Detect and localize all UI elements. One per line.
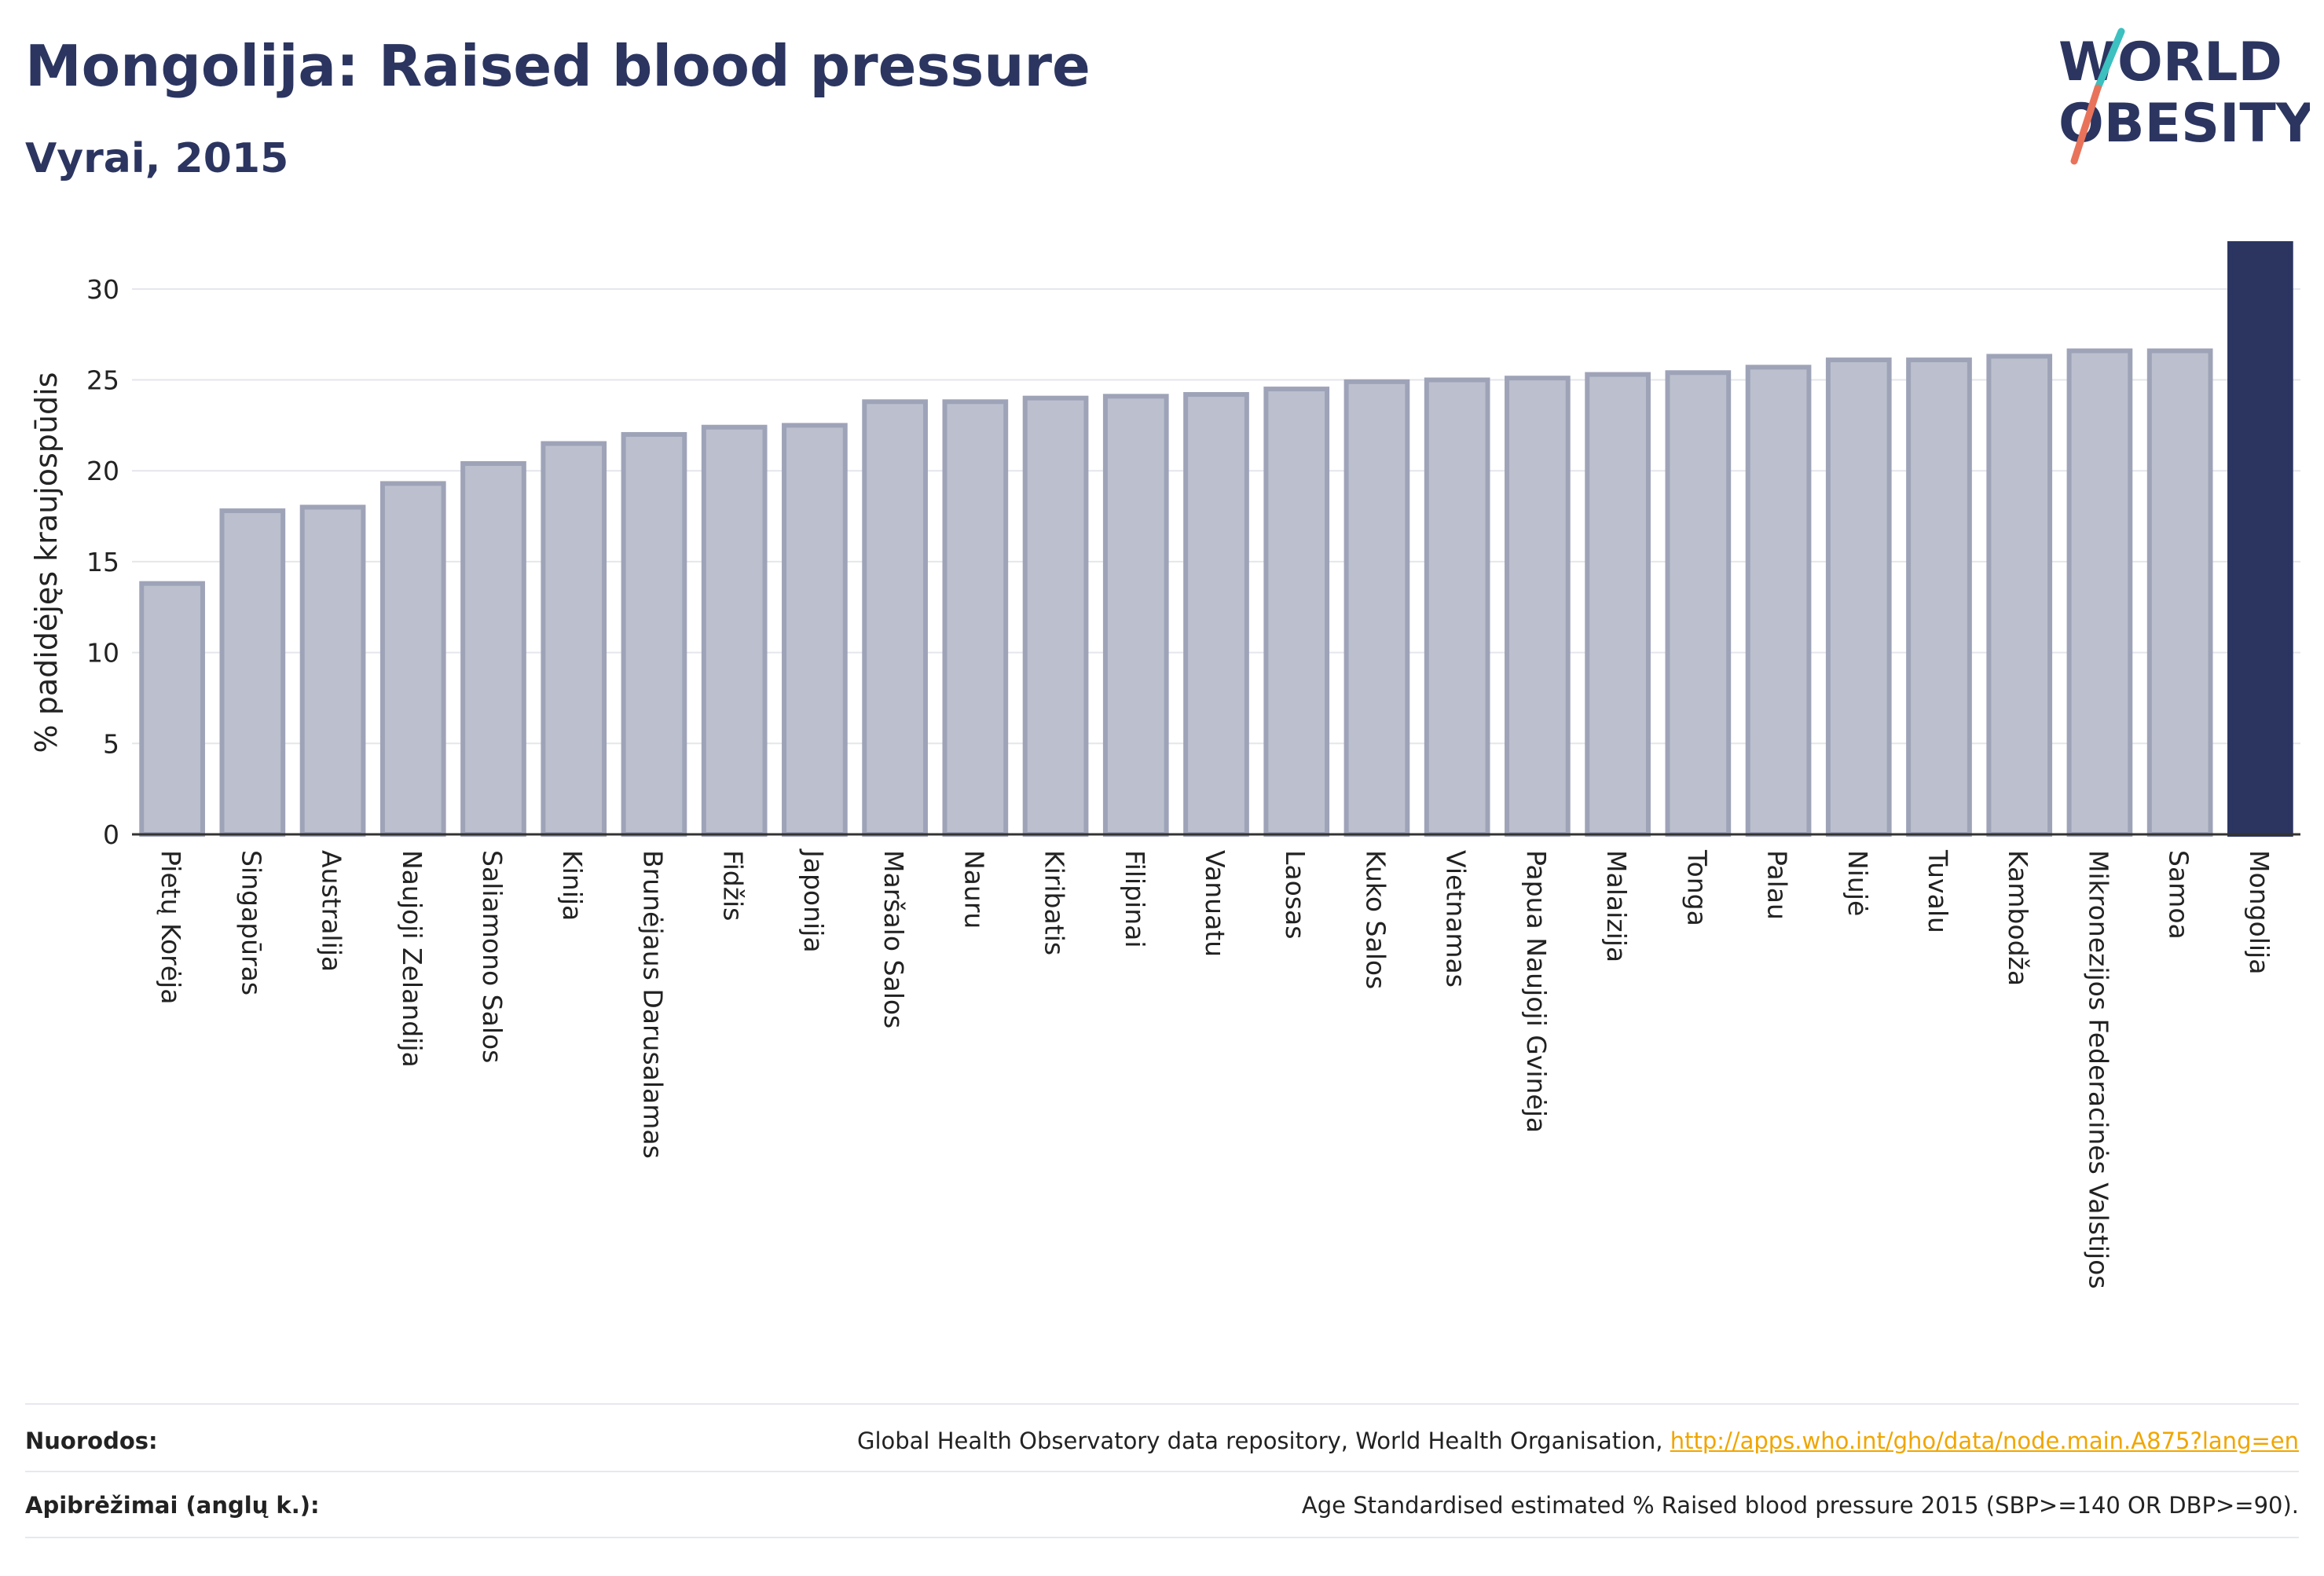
y-tick-label: 15 [86,547,119,577]
bar [299,504,366,837]
x-tick-label: Laosas [1280,850,1310,939]
x-tick-label: Singapūras [236,850,266,995]
bar [460,460,526,837]
references-label: Nuorodos: [25,1428,158,1454]
x-tick-label: Samoa [2164,850,2194,940]
bar [1505,376,1571,837]
bar [1263,387,1330,837]
bar [1906,357,1972,837]
x-axis-labels: Pietų Korėja Singapūras Australija Naujoji … [156,848,2275,1289]
x-tick-label: Saliamono Salos [477,850,508,1063]
x-tick-label: Vanuatu [1200,850,1230,957]
x-tick-label: Kuko Salos [1360,850,1391,989]
bar [1986,354,2053,837]
x-tick-label: Kinija [557,850,588,921]
y-tick-label: 0 [103,819,119,850]
y-tick-label: 5 [103,728,119,759]
x-tick-label: Maršalo Salos [878,850,909,1028]
x-tick-label: Malaizija [1601,850,1632,962]
bar-chart: 0 5 10 15 20 25 30 Pietų Korėja Singapūras Austr… [29,241,2300,1289]
references-text: Global Health Observatory data repositor… [856,1428,1670,1454]
x-tick-label: Tonga [1681,849,1712,926]
x-tick-label: Kiribatis [1039,850,1070,955]
x-tick-label: Australija [317,850,347,972]
x-tick-label: Palau [1762,850,1793,920]
bar [621,431,687,837]
bar [1183,392,1249,837]
y-tick-label: 25 [86,365,119,396]
references-value: Global Health Observatory data repositor… [857,1428,2299,1454]
footer-references-row: Nuorodos: Global Health Observatory data… [25,1409,2299,1472]
x-tick-label: Brunėjaus Darusalamas [637,850,668,1159]
bar [1585,372,1651,837]
x-tick-label: Nauru [959,850,989,929]
references-link[interactable]: http://apps.who.int/gho/data/node.main.A… [1670,1428,2299,1454]
bars [139,241,2293,837]
bar [1424,377,1490,837]
logo-slash-coral [2070,84,2102,165]
x-tick-label: Tuvalu [1923,849,1953,933]
y-axis-label: % padidėjęs kraujospūdis [29,372,64,753]
x-tick-label: Papua Naujoji Gvinėja [1521,850,1552,1133]
definitions-label: Apibrėžimai (anglų k.): [25,1492,320,1519]
chart-subtitle: Vyrai, 2015 [25,135,289,182]
x-tick-label: Mongolija [2244,850,2275,974]
bar [701,424,768,837]
world-obesity-logo: WORLD OBESITY [2058,27,2310,165]
bar [782,423,848,837]
bar [1745,365,1812,837]
x-tick-label: Fidžis [718,850,749,921]
bar [1102,394,1169,837]
x-tick-label: Niujė [1842,850,1873,916]
y-tick-label: 10 [86,638,119,669]
x-tick-label: Kambodža [2003,850,2033,986]
footer-divider-middle [25,1471,2299,1472]
chart-title: Mongolija: Raised blood pressure [25,33,1091,99]
x-tick-label: Mikronezijos Federacinės Valstijos [2083,850,2113,1289]
bar [2066,348,2133,837]
bar [2227,241,2293,837]
footer-definitions-row: Apibrėžimai (anglų k.): Age Standardised… [25,1474,2299,1537]
bar [942,399,1009,837]
definitions-text: Age Standardised estimated % Raised bloo… [1301,1492,2299,1519]
bar [219,508,286,837]
bar [1665,370,1732,837]
bar [541,441,607,837]
bar [139,581,205,837]
y-tick-label: 20 [86,456,119,486]
bar [1343,379,1410,837]
bar [1825,357,1892,837]
y-axis-ticks: 0 5 10 15 20 25 30 [86,274,119,850]
footer-divider-bottom [25,1537,2299,1538]
bar [1022,395,1089,837]
logo-line-2: OBESITY [2058,93,2310,155]
footer-divider-top [25,1403,2299,1405]
y-tick-label: 30 [86,274,119,305]
logo-slash-teal [2094,27,2125,92]
x-tick-label: Japonija [798,848,829,953]
bar [379,481,446,837]
x-tick-label: Naujoji Zelandija [397,850,427,1068]
x-tick-label: Vietnamas [1441,850,1472,988]
x-tick-label: Pietų Korėja [156,850,186,1004]
bar [862,399,928,837]
logo-line-1: WORLD [2058,31,2282,93]
bar [2146,348,2213,837]
x-tick-label: Filipinai [1120,850,1150,948]
